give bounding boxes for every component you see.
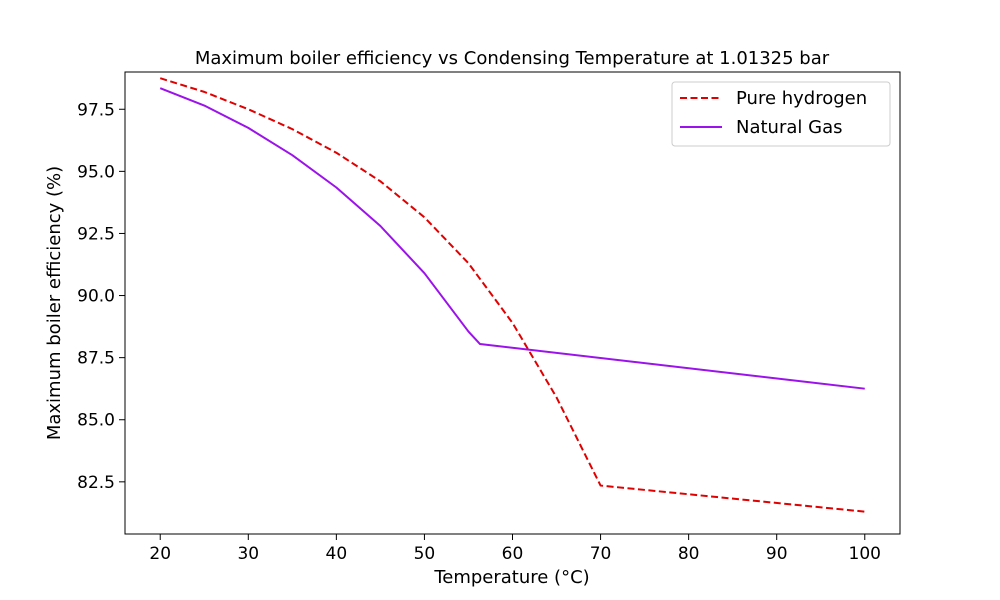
legend-label: Pure hydrogen [736,88,867,109]
legend: Pure hydrogen Natural Gas [671,81,891,147]
x-tick-label: 90 [766,544,788,564]
x-tick-label: 50 [414,544,436,564]
y-tick-label: 92.5 [77,224,115,244]
x-tick-label: 100 [849,544,881,564]
chart-title: Maximum boiler efficiency vs Condensing … [195,48,830,69]
x-tick-label: 80 [678,544,700,564]
y-tick-label: 90.0 [77,287,115,307]
x-tick-label: 60 [502,544,524,564]
y-tick-label: 87.5 [77,349,115,369]
y-tick-label: 95.0 [77,162,115,182]
x-tick-label: 30 [237,544,259,564]
x-axis-label: Temperature (°C) [433,567,589,588]
y-tick-label: 85.0 [77,411,115,431]
x-tick-label: 70 [590,544,612,564]
series-line-pure-hydrogen [159,77,865,513]
series-line-natural-gas [159,87,865,390]
legend-box [671,81,891,147]
x-tick-label: 40 [326,544,348,564]
y-axis-label: Maximum boiler efficiency (%) [44,166,65,440]
legend-label: Natural Gas [736,117,842,138]
y-tick-label: 97.5 [77,100,115,120]
y-tick-label: 82.5 [77,473,115,493]
x-tick-label: 20 [149,544,171,564]
plot-area: 20 30 40 50 60 70 80 90 100 82.5 85.0 87.5 90.0 92.5 9… [77,71,901,564]
